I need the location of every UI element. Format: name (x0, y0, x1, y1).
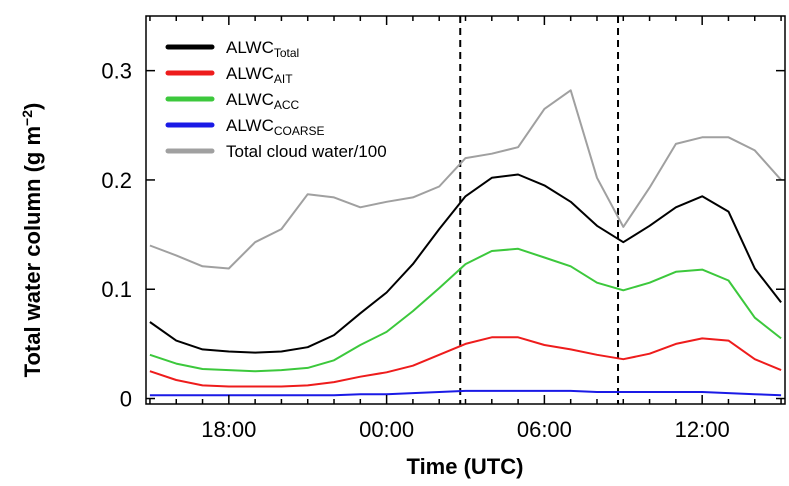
x-axis-title: Time (UTC) (407, 454, 524, 479)
y-tick-label: 0.1 (101, 277, 132, 302)
y-axis-title: Total water column (g m−2) (19, 103, 45, 378)
legend: ALWCTotal ALWCAIT ALWCACC ALWCCOARSE Total c… (165, 38, 387, 161)
x-tick-label: 06:00 (517, 417, 572, 442)
y-tick-label: 0 (120, 387, 132, 412)
series-line-total-cloud-water (149, 89, 782, 270)
y-axis-title-exponent: −2 (19, 110, 35, 126)
y-axis: 0 0.1 0.2 0.3 (101, 59, 785, 412)
legend-label: ALWCAIT (226, 64, 293, 86)
legend-label: ALWCCOARSE (226, 116, 325, 138)
x-tick-label: 12:00 (675, 417, 730, 442)
y-tick-label: 0.2 (101, 168, 132, 193)
y-axis-title-close: ) (20, 103, 45, 110)
series-line-total (149, 173, 782, 354)
series-line-ait (149, 336, 782, 388)
x-tick-label: 00:00 (359, 417, 414, 442)
series-lines (149, 89, 782, 397)
y-axis-title-group: Total water column (g m−2) (19, 103, 45, 378)
y-axis-title-text: Total water column (g m (20, 126, 45, 377)
legend-label: Total cloud water/100 (226, 142, 387, 161)
y-tick-label: 0.3 (101, 59, 132, 84)
legend-label: ALWCTotal (226, 38, 299, 60)
x-axis: 18:00 00:00 06:00 12:00 (149, 16, 782, 442)
x-tick-label: 18:00 (201, 417, 256, 442)
series-line-coarse (149, 389, 782, 397)
legend-label: ALWCACC (226, 90, 300, 112)
vertical-marker-lines (459, 16, 620, 404)
series-line-acc (149, 247, 782, 373)
